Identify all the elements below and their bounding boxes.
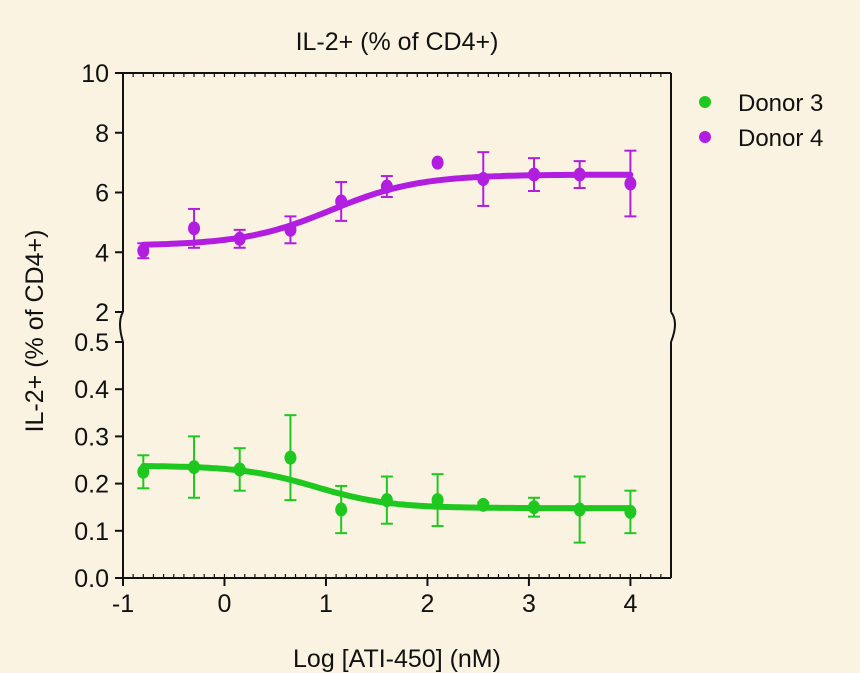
x-tick-label: 0 <box>218 590 232 618</box>
x-axis-label: Log [ATI-450] (nM) <box>293 645 501 673</box>
data-point <box>624 504 637 519</box>
y-tick-label-lower: 0.2 <box>74 471 109 499</box>
data-point <box>335 502 348 517</box>
y-tick-label-lower: 0.4 <box>74 376 109 404</box>
data-point <box>431 155 444 170</box>
data-point <box>528 167 540 182</box>
legend-marker <box>699 96 711 108</box>
data-point <box>528 500 540 515</box>
legend-marker <box>699 131 711 143</box>
x-tick-label: 1 <box>319 590 333 618</box>
data-point <box>284 450 297 465</box>
y-axis-label: IL-2+ (% of CD4+) <box>21 230 49 433</box>
data-point <box>188 460 201 475</box>
y-tick-label-upper: 4 <box>95 239 109 267</box>
data-point <box>380 179 393 194</box>
data-point <box>335 194 348 209</box>
data-point <box>137 243 150 258</box>
y-tick-label-lower: 0.1 <box>74 518 109 546</box>
data-point <box>431 493 444 508</box>
legend-label: Donor 4 <box>738 125 823 152</box>
y-tick-label-lower: 0.3 <box>74 423 109 451</box>
y-tick-label-upper: 2 <box>95 299 109 327</box>
y-tick-label-lower: 0.0 <box>74 565 109 593</box>
data-point <box>573 502 586 517</box>
y-axis-break-right <box>670 311 676 343</box>
x-tick-label: 2 <box>420 590 434 618</box>
y-tick-label-upper: 10 <box>81 60 109 88</box>
data-point <box>380 493 393 508</box>
axes: -1 0 1 2 3 4 2 4 6 8 10 0.0 0.1 0.2 0.3 0.4 0.5 <box>74 60 676 618</box>
y-tick-label-lower: 0.5 <box>74 329 109 357</box>
y-tick-label-upper: 8 <box>95 120 109 148</box>
data-point <box>477 172 490 187</box>
legend: Donor 3 Donor 4 <box>699 90 823 152</box>
data-point <box>233 462 246 477</box>
data-point <box>573 167 586 182</box>
plot-area <box>137 149 637 544</box>
y-axis-break-left <box>119 311 124 343</box>
data-point <box>477 497 490 512</box>
x-tick-label: -1 <box>112 590 134 618</box>
y-tick-label-upper: 6 <box>95 180 109 208</box>
data-point <box>624 176 637 191</box>
x-tick-label: 4 <box>623 590 637 618</box>
data-point <box>137 464 150 479</box>
x-tick-label: 3 <box>522 590 536 618</box>
chart-title: IL-2+ (% of CD4+) <box>296 28 499 56</box>
legend-label: Donor 3 <box>738 90 823 117</box>
data-point <box>233 231 246 246</box>
data-point <box>188 221 201 236</box>
data-point <box>284 222 297 237</box>
